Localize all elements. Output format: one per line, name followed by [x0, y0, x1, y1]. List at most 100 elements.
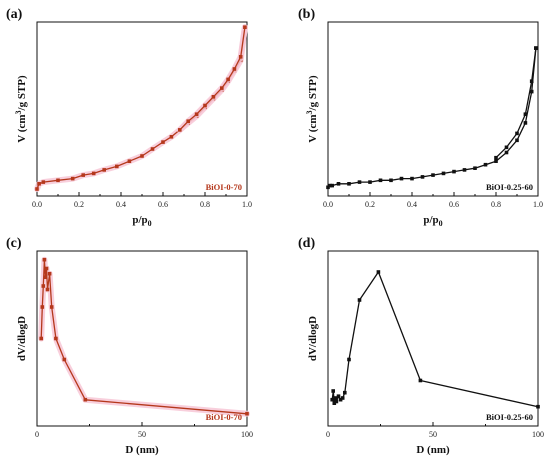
data-point [462, 168, 467, 172]
data-point [330, 397, 334, 402]
data-point [347, 182, 351, 186]
x-tick-label: 0.2 [365, 200, 375, 209]
data-point [203, 103, 207, 108]
data-point [523, 112, 528, 116]
data-point [186, 119, 190, 123]
data-point [494, 155, 498, 160]
data-point [494, 159, 498, 163]
data-point [336, 182, 341, 186]
panel-a: (a) 0.0 0.2 0.4 0.6 0.8 1.0 p/p0 V (cm3/g STP) Bi… [6, 7, 252, 228]
y-axis-label: dV/dlogD [307, 316, 319, 361]
data-point [41, 180, 46, 184]
x-axis-label-sub: 0 [148, 219, 152, 228]
data-point [376, 270, 381, 274]
plot-frame [36, 21, 248, 197]
series-line-1 [179, 27, 246, 131]
data-point [194, 112, 199, 116]
series-line-0 [331, 271, 539, 408]
data-point [326, 185, 330, 190]
data-point [529, 89, 534, 94]
series-glow [176, 24, 248, 133]
panel-label: (c) [6, 236, 22, 251]
series-glow [34, 24, 248, 192]
panel-b: (b) 0.0 0.2 0.4 0.6 0.8 1.0 p/p0 V (cm3/g STP) Bi… [298, 7, 543, 228]
x-axis-label: D (nm) [125, 444, 159, 456]
data-point [39, 336, 43, 341]
data-point [211, 95, 216, 99]
x-tick-label: 0.4 [116, 200, 126, 209]
data-point [226, 77, 230, 82]
data-point [347, 357, 351, 362]
data-point [150, 147, 155, 151]
panel-d: (d) 0 50 100 D (nm) dV/dlogD BiOI-0.25-60 [298, 236, 544, 456]
data-point [54, 336, 58, 341]
data-point [334, 399, 339, 404]
panel-label: (a) [6, 7, 23, 22]
data-point [504, 150, 509, 155]
data-point [483, 162, 488, 167]
data-point [127, 159, 132, 163]
data-point [515, 138, 519, 143]
data-point [336, 394, 341, 398]
data-point [49, 305, 54, 309]
x-tick-label: 0 [326, 430, 330, 439]
data-point [420, 175, 425, 179]
data-point [338, 397, 343, 402]
data-point [357, 298, 362, 302]
data-point [333, 396, 338, 400]
x-tick-label: 0.6 [449, 200, 459, 209]
data-point [115, 164, 119, 169]
data-point [45, 287, 50, 292]
data-point [91, 171, 96, 176]
data-point [441, 171, 446, 176]
data-point [44, 266, 49, 271]
series-line-0 [327, 48, 537, 188]
plot-frame [327, 21, 539, 197]
data-point [41, 284, 46, 288]
x-tick-label: 0 [35, 430, 39, 439]
data-point [178, 128, 182, 132]
data-point [357, 180, 362, 184]
data-point [140, 154, 144, 158]
panel-label: (b) [298, 7, 315, 22]
data-point [473, 166, 477, 170]
sample-legend: BiOI-0-70 [206, 412, 242, 422]
data-point [536, 404, 540, 409]
data-point [431, 173, 435, 177]
x-tick-label: 0.8 [200, 200, 210, 209]
panel-c: (c) 0 50 100 D (nm) dV/dlogD BiOI-0-70 [6, 236, 253, 456]
data-point [328, 183, 332, 188]
x-tick-label: 50 [138, 430, 146, 439]
data-point [161, 140, 165, 144]
data-point [378, 178, 383, 183]
data-point [35, 187, 39, 191]
data-point [331, 389, 335, 393]
y-axis-label: V (cm3/g STP) [305, 75, 319, 143]
data-point [47, 271, 52, 276]
x-tick-label: 0.0 [323, 200, 333, 209]
sample-legend: BiOI-0.25-60 [486, 412, 533, 422]
data-point [83, 397, 88, 402]
x-axis-label: D (nm) [416, 444, 450, 456]
sample-legend: BiOI-0.25-60 [486, 182, 533, 192]
data-point [245, 411, 249, 416]
x-tick-label: 0.8 [491, 200, 501, 209]
panel-label: (d) [298, 236, 315, 251]
y-axis-label: dV/dlogD [16, 316, 28, 361]
data-point [40, 305, 45, 309]
data-point [389, 178, 393, 183]
data-point [169, 135, 174, 139]
data-point [418, 378, 423, 383]
series-glow [38, 256, 250, 417]
x-tick-label: 0.2 [74, 200, 84, 209]
x-tick-label: 100 [241, 430, 253, 439]
plot-frame [36, 250, 248, 427]
data-point [343, 390, 347, 395]
data-point [410, 176, 414, 181]
data-point [102, 168, 106, 172]
x-tick-label: 100 [532, 430, 544, 439]
series-line-0 [36, 27, 246, 190]
x-tick-label: 0.0 [32, 200, 42, 209]
data-point [220, 86, 224, 90]
